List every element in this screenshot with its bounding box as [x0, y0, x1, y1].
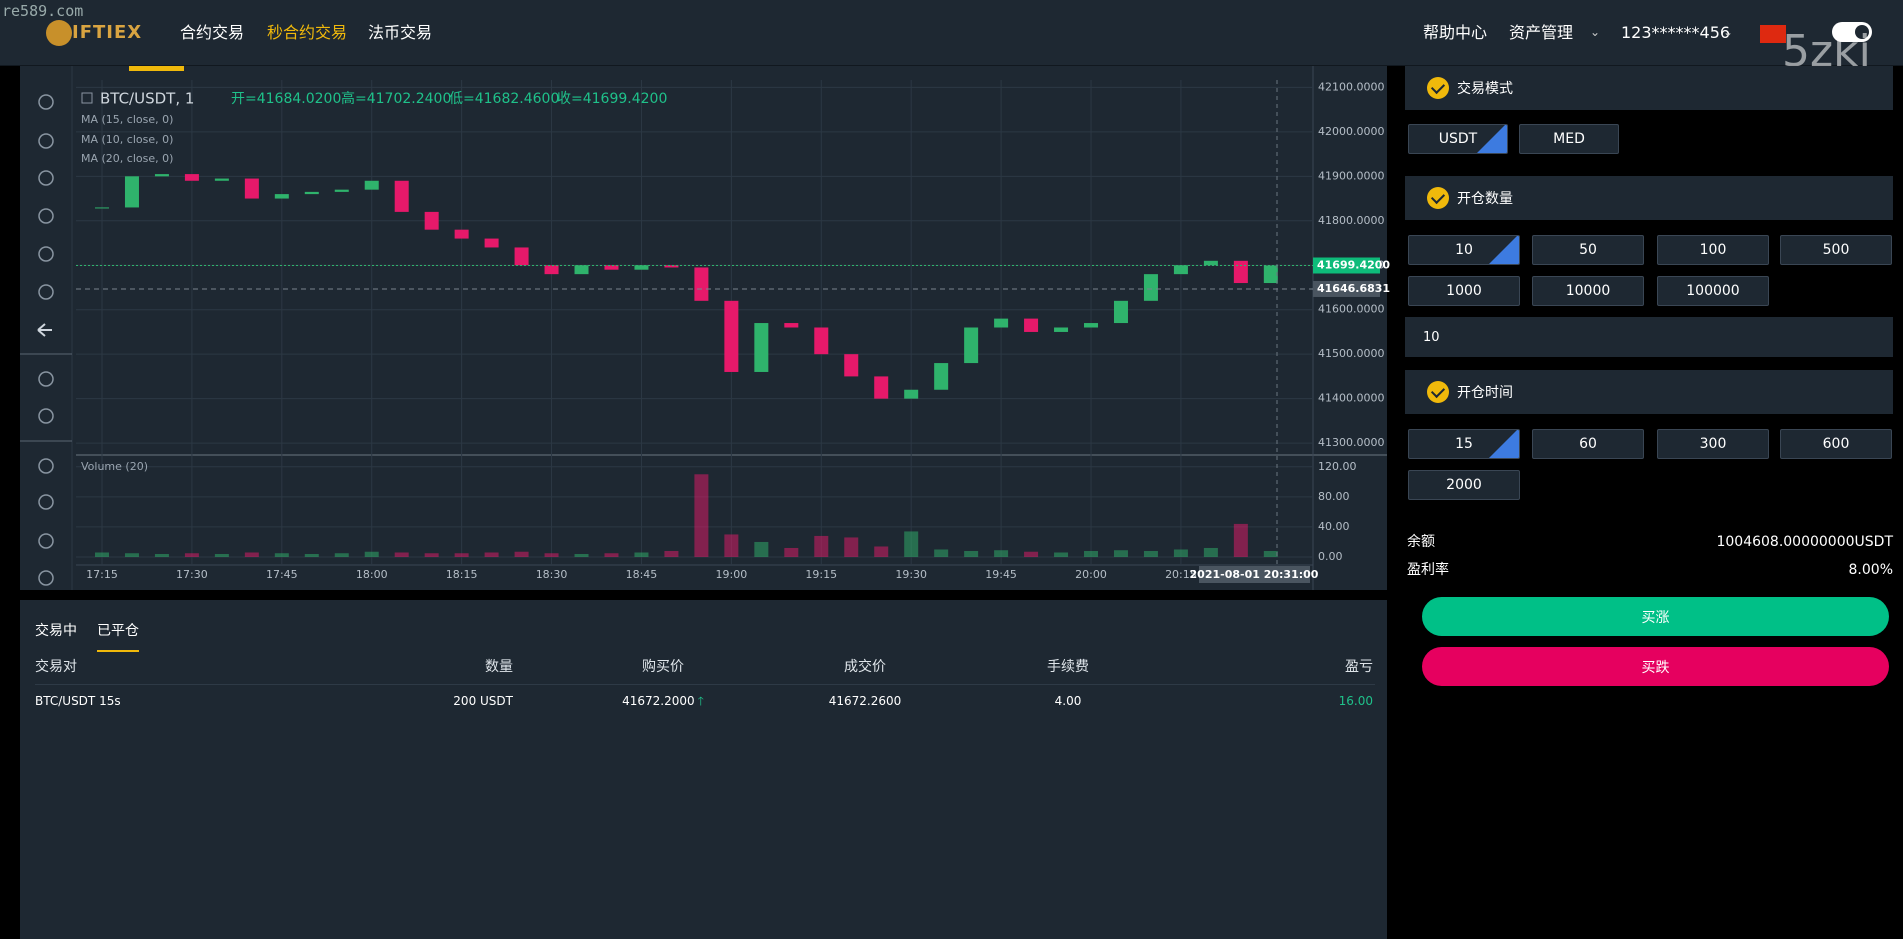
button-label: 买涨 [1641, 609, 1670, 626]
dropdown-arrow: ⌄ [1723, 25, 1734, 39]
column-header: 手续费 [1047, 659, 1089, 675]
nav-item[interactable]: 法币交易 [368, 23, 433, 42]
option-label: 100 [1699, 242, 1727, 258]
buy-up-button[interactable]: 买涨 [1422, 597, 1889, 636]
selected-corner [1489, 430, 1519, 458]
help-link[interactable]: 帮助中心 [1423, 23, 1488, 42]
column-header: 盈亏 [1345, 659, 1373, 675]
tab[interactable]: 交易中 [35, 623, 77, 639]
option[interactable]: MED [1519, 124, 1619, 154]
option[interactable]: 60 [1532, 429, 1644, 459]
nav-item[interactable]: 合约交易 [180, 23, 245, 42]
section-header: 交易模式 [1405, 66, 1893, 110]
button-label: 买跌 [1641, 659, 1670, 676]
orders-panel [20, 600, 1387, 939]
chart-panel [20, 66, 1387, 590]
section-title: 开仓时间 [1457, 385, 1513, 401]
option-label: 10 [1455, 242, 1473, 258]
option-label: USDT [1438, 131, 1478, 147]
option-selected[interactable]: 15 [1408, 429, 1520, 459]
amount-input[interactable]: 10 [1405, 317, 1893, 357]
table-cell: 4.00 [1054, 694, 1082, 708]
option[interactable]: 100000 [1657, 276, 1769, 306]
option-label: 500 [1822, 242, 1850, 258]
profit-rate-label: 盈利率 [1407, 562, 1449, 578]
logo[interactable]: IFTIEX [72, 22, 143, 43]
tab-underline [97, 650, 139, 652]
option-selected[interactable]: USDT [1408, 124, 1508, 154]
table-cell: 41672.2600 [828, 694, 902, 708]
account-menu[interactable]: 123******456 [1621, 23, 1731, 42]
section-header: 开仓数量 [1405, 176, 1893, 220]
option-label: MED [1553, 131, 1585, 147]
option[interactable]: 300 [1657, 429, 1769, 459]
option-label: 600 [1822, 436, 1850, 452]
column-header: 成交价 [844, 659, 886, 675]
option[interactable]: 10000 [1532, 276, 1644, 306]
option-selected[interactable]: 10 [1408, 235, 1520, 265]
column-header: 购买价 [642, 659, 684, 675]
check-icon [1427, 187, 1449, 209]
dropdown-arrow: ⌄ [1590, 25, 1601, 39]
section-title: 开仓数量 [1457, 191, 1513, 207]
option-label: 50 [1579, 242, 1597, 258]
option[interactable]: 50 [1532, 235, 1644, 265]
language-flag[interactable] [1760, 25, 1786, 43]
option-label: 10000 [1565, 283, 1611, 299]
option[interactable]: 500 [1780, 235, 1892, 265]
selected-corner [1489, 236, 1519, 264]
option[interactable]: 2000 [1408, 470, 1520, 500]
balance-label: 余额 [1407, 534, 1435, 550]
option-label: 100000 [1686, 283, 1740, 299]
table-separator [35, 684, 1375, 685]
option[interactable]: 1000 [1408, 276, 1520, 306]
nav-item-active[interactable]: 秒合约交易 [267, 23, 348, 42]
assets-menu[interactable]: 资产管理 [1509, 23, 1574, 42]
tab-active[interactable]: 已平仓 [97, 623, 139, 639]
option-label: 300 [1699, 436, 1727, 452]
top-bar [0, 0, 1903, 66]
balance-value: 1004608.00000000USDT [1716, 534, 1893, 550]
column-header: 数量 [485, 659, 513, 675]
theme-toggle[interactable] [1832, 22, 1872, 42]
section-header: 开仓时间 [1405, 370, 1893, 414]
selected-corner [1477, 125, 1507, 153]
active-indicator [129, 66, 184, 71]
input-value: 10 [1423, 330, 1440, 345]
logo-icon [46, 20, 72, 46]
column-header: 交易对 [35, 659, 77, 675]
table-cell: BTC/USDT 15s [35, 694, 121, 708]
buy-down-button[interactable]: 买跌 [1422, 647, 1889, 686]
option-label: 1000 [1446, 283, 1482, 299]
table-cell: 16.00 [1338, 694, 1373, 708]
option-label: 60 [1579, 436, 1597, 452]
section-title: 交易模式 [1457, 81, 1513, 97]
option-label: 15 [1455, 436, 1473, 452]
option[interactable]: 600 [1780, 429, 1892, 459]
check-icon [1427, 381, 1449, 403]
option[interactable]: 100 [1657, 235, 1769, 265]
table-cell: 200 USDT [453, 694, 513, 708]
up-arrow: 🡑 [697, 694, 704, 708]
profit-rate-value: 8.00% [1848, 562, 1893, 578]
watermark: re589.com [2, 2, 84, 20]
check-icon [1427, 77, 1449, 99]
option-label: 2000 [1446, 477, 1482, 493]
table-cell: 41672.2000 🡑 [622, 694, 704, 708]
